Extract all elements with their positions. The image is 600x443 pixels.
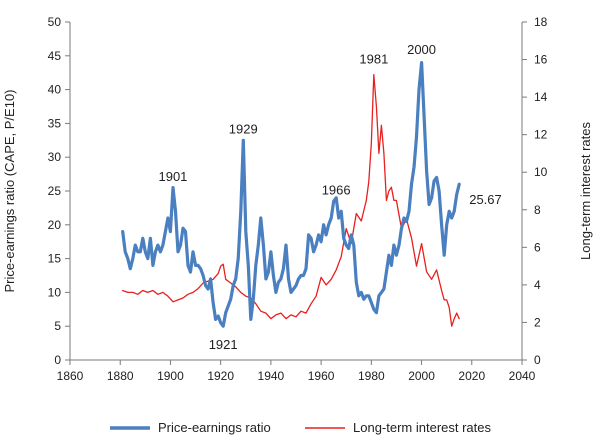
annotation-year-2000: 2000 (407, 42, 436, 57)
pe-end-label: 25.67 (469, 192, 502, 207)
y-left-tick-label: 25 (48, 184, 62, 198)
tick-labels: 1860 1880 1900 1920 1940 1960 1980 2000 2020 2040… (48, 15, 548, 383)
x-tick-label: 1880 (107, 369, 134, 383)
annotation-year-1981: 1981 (359, 51, 388, 66)
x-tick-label: 2020 (458, 369, 485, 383)
series-line-pe (121, 60, 461, 328)
y-right-tick-label: 14 (534, 90, 548, 104)
x-tick-label: 1860 (57, 369, 84, 383)
y-right-tick-label: 2 (534, 315, 541, 329)
annotation-layer: 25.67 1901 1929 1921 1966 1981 2000 (158, 42, 501, 352)
legend-label-rates: Long-term interest rates (353, 420, 492, 435)
annotation-year-1929: 1929 (229, 122, 258, 137)
legend: Price-earnings ratio Long-term interest … (110, 420, 492, 435)
x-tick-label: 2040 (509, 369, 536, 383)
y-right-tick-label: 12 (534, 128, 548, 142)
y-right-tick-label: 4 (534, 278, 541, 292)
annotation-year-1921: 1921 (209, 337, 238, 352)
x-tick-label: 1980 (358, 369, 385, 383)
y-right-tick-label: 18 (534, 15, 548, 29)
x-tick-label: 1920 (207, 369, 234, 383)
x-tick-label: 2000 (408, 369, 435, 383)
y-right-tick-label: 8 (534, 203, 541, 217)
y-axis-left-title: Price-earnings ratio (CAPE, P/E10) (2, 89, 17, 292)
annotation-year-1901: 1901 (158, 169, 187, 184)
y-right-tick-label: 6 (534, 240, 541, 254)
y-left-tick-label: 35 (48, 116, 62, 130)
y-left-tick-label: 45 (48, 49, 62, 63)
x-tick-label: 1900 (157, 369, 184, 383)
x-tick-label: 1940 (258, 369, 285, 383)
axes (65, 21, 527, 365)
series-line-rates (122, 73, 460, 327)
y-left-tick-label: 15 (48, 252, 62, 266)
y-right-tick-label: 16 (534, 53, 548, 67)
y-left-tick-label: 5 (54, 319, 61, 333)
legend-label-pe: Price-earnings ratio (158, 420, 271, 435)
annotation-year-1966: 1966 (322, 182, 351, 197)
y-left-tick-label: 40 (48, 83, 62, 97)
y-left-tick-label: 30 (48, 150, 62, 164)
y-axis-right-title: Long-term interest rates (578, 122, 593, 261)
y-left-tick-label: 10 (48, 285, 62, 299)
y-left-tick-label: 20 (48, 218, 62, 232)
y-left-tick-label: 50 (48, 15, 62, 29)
series-layer (121, 60, 461, 328)
y-right-tick-label: 0 (534, 353, 541, 367)
y-left-tick-label: 0 (54, 353, 61, 367)
x-tick-label: 1960 (308, 369, 335, 383)
y-right-tick-label: 10 (534, 165, 548, 179)
